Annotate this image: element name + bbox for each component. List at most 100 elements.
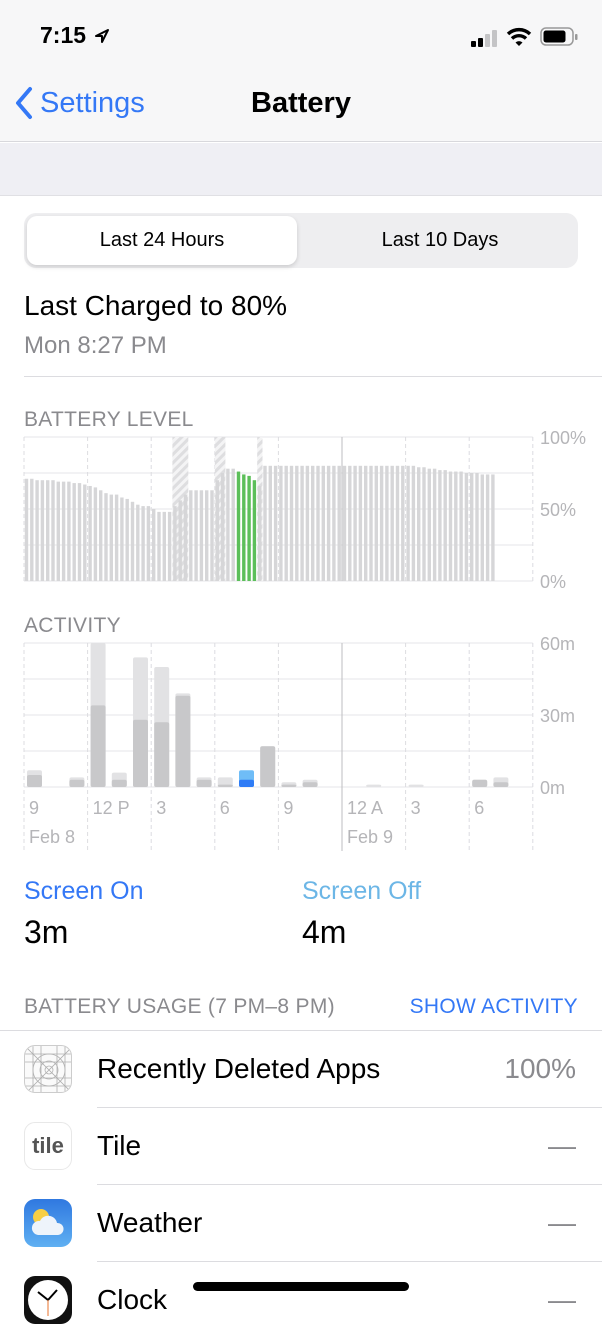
chevron-left-icon (16, 87, 32, 119)
x-axis-label: 3 (411, 798, 421, 818)
battery-bar (279, 465, 283, 581)
app-name: Weather (97, 1207, 203, 1238)
battery-bar (231, 468, 235, 581)
location-arrow-icon (95, 29, 109, 43)
activity-bar-screen-on (493, 782, 509, 787)
divider (0, 1030, 602, 1031)
battery-bar (337, 465, 341, 581)
battery-bar (379, 465, 384, 581)
battery-bar (146, 506, 151, 581)
battery-bar (194, 490, 198, 581)
battery-bar (93, 487, 98, 581)
battery-bar (470, 473, 474, 581)
battery-bar (61, 481, 66, 581)
app-row-weather[interactable]: Weather — (0, 1185, 602, 1262)
battery-bar (459, 471, 463, 581)
x-axis-label: 9 (283, 798, 293, 818)
app-row-tile[interactable]: tile Tile — (0, 1108, 602, 1185)
battery-bar (475, 473, 479, 581)
last-charged-time: Mon 8:27 PM (24, 332, 167, 359)
app-row-clock[interactable]: Clock — (0, 1262, 602, 1339)
wifi-icon (506, 27, 532, 46)
battery-bar (72, 483, 76, 581)
battery-bar (220, 473, 225, 581)
x-axis-label: 9 (29, 798, 39, 818)
app-name: Recently Deleted Apps (97, 1053, 381, 1084)
back-label: Settings (40, 86, 145, 119)
battery-bar (199, 490, 204, 581)
divider (24, 376, 602, 377)
battery-bar (141, 506, 145, 581)
battery-bar (258, 485, 262, 581)
battery-bar (332, 465, 336, 581)
battery-bar (83, 484, 87, 581)
battery-bar (77, 483, 82, 581)
activity-bar-screen-on (239, 779, 254, 787)
battery-bar (35, 480, 39, 581)
battery-bar (348, 465, 352, 581)
x-axis-label: 3 (156, 798, 166, 818)
battery-bar (88, 485, 92, 581)
y-axis-label: 30m (540, 706, 575, 726)
last-charged-title: Last Charged to 80% (24, 290, 288, 321)
x-axis-label: 12 A (347, 798, 383, 818)
battery-bar (369, 465, 373, 581)
battery-bar (438, 470, 442, 581)
activity-bar-screen-on (27, 775, 42, 787)
activity-bar-screen-on (69, 779, 85, 787)
battery-bar (454, 471, 458, 581)
activity-bar-screen-on (196, 779, 212, 787)
divider (97, 1184, 602, 1185)
back-button[interactable]: Settings (14, 86, 145, 120)
battery-bar (289, 465, 294, 581)
weather-app-icon (24, 1199, 72, 1247)
battery-bar (104, 493, 108, 581)
battery-bar (173, 506, 177, 581)
home-indicator[interactable] (193, 1282, 409, 1291)
battery-bar (136, 504, 140, 581)
battery-bar (247, 475, 251, 581)
status-and-nav-bar (0, 0, 602, 142)
screen-off-label: Screen Off (302, 877, 422, 905)
battery-bar (46, 480, 50, 581)
screen-on-label: Screen On (24, 877, 144, 905)
battery-bar (364, 465, 368, 581)
x-axis-label: 6 (474, 798, 484, 818)
battery-bar (273, 465, 278, 581)
battery-bar (178, 500, 182, 581)
page-title: Battery (251, 87, 351, 119)
battery-bar (432, 468, 437, 581)
segment-last-24-hours[interactable]: Last 24 Hours (27, 216, 297, 265)
battery-bar (422, 467, 426, 581)
battery-bar (157, 511, 161, 581)
battery-bar (236, 471, 241, 581)
activity-header: ACTIVITY (24, 614, 121, 637)
screen-off-value: 4m (302, 914, 347, 950)
activity-bar-screen-on (302, 782, 318, 787)
segment-last-10-days[interactable]: Last 10 Days (381, 229, 499, 251)
app-row-recently-deleted[interactable]: Recently Deleted Apps 100% (0, 1031, 602, 1108)
activity-bar-screen-on (217, 784, 233, 787)
battery-bar (40, 480, 45, 581)
battery-bar (300, 465, 304, 581)
activity-bar-screen-off (366, 784, 382, 787)
show-activity-button[interactable]: SHOW ACTIVITY (409, 995, 578, 1018)
activity-chart: 60m 30m 0m 9 12 P 3 6 9 12 A 3 6 Feb 8 Feb 9 (23, 636, 575, 851)
y-axis-label: 0m (540, 778, 565, 798)
activity-bar-screen-on (281, 784, 297, 787)
battery-bar (120, 497, 124, 581)
battery-bar (316, 465, 320, 581)
battery-bar (125, 498, 129, 581)
app-grid-icon (24, 1045, 72, 1093)
app-name: Tile (97, 1130, 142, 1161)
battery-bar (485, 474, 490, 581)
battery-bar (374, 465, 378, 581)
battery-bar (395, 465, 400, 581)
battery-bar (385, 465, 389, 581)
battery-level-chart: 100% 50% 0% (23, 430, 586, 592)
app-name: Clock (97, 1284, 168, 1315)
activity-bar-screen-on (472, 779, 488, 787)
y-axis-label: 60m (540, 636, 575, 654)
activity-bar-screen-off (217, 777, 233, 787)
battery-bar (295, 465, 299, 581)
